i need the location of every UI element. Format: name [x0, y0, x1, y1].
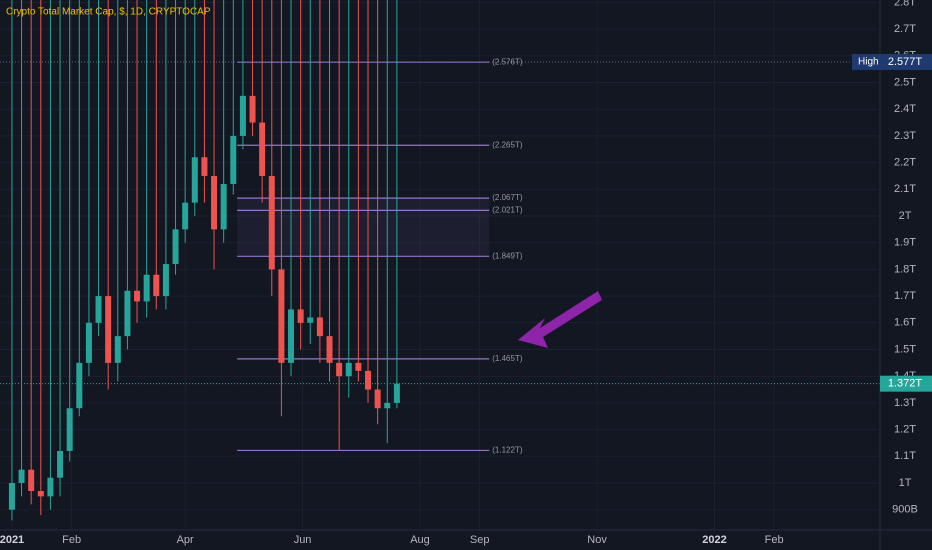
- x-tick-label: Feb: [765, 534, 784, 546]
- candle-body: [57, 450, 64, 478]
- candle-body: [326, 336, 333, 363]
- last-badge: [880, 375, 932, 392]
- x-tick-label: 2021: [0, 534, 24, 546]
- candle-body: [249, 95, 256, 123]
- fib-label: (2.265T): [492, 140, 523, 149]
- fib-label: (2.067T): [492, 193, 523, 202]
- candle-body: [316, 317, 323, 337]
- y-tick-label: 2.4T: [894, 103, 916, 115]
- candle-body: [268, 175, 275, 270]
- candle-body: [47, 477, 54, 497]
- high-badge: [852, 53, 932, 70]
- y-tick-label: 1.2T: [894, 424, 916, 436]
- x-tick-label: Aug: [410, 534, 430, 546]
- candle-body: [278, 269, 285, 363]
- y-tick-label: 2.5T: [894, 76, 916, 88]
- candle-body: [76, 362, 83, 409]
- last-value: 1.372T: [888, 378, 923, 390]
- level-band: [237, 198, 490, 257]
- arrow: [518, 291, 602, 348]
- candle-body: [134, 290, 141, 302]
- candle-body: [336, 362, 343, 377]
- candle-body: [28, 469, 35, 492]
- candle-body: [220, 183, 227, 230]
- candle-body: [345, 362, 352, 377]
- candle-body: [153, 274, 160, 297]
- y-tick-label: 900B: [892, 504, 918, 516]
- candle-body: [201, 157, 208, 176]
- candle-body: [211, 175, 218, 230]
- y-tick-label: 2.7T: [894, 23, 916, 35]
- y-tick-label: 2T: [899, 210, 912, 222]
- candle-body: [297, 309, 304, 323]
- x-tick-label: Jun: [294, 534, 312, 546]
- y-tick-label: 2.1T: [894, 183, 916, 195]
- y-tick-label: 1.7T: [894, 290, 916, 302]
- candle-body: [259, 122, 266, 176]
- y-tick-label: 1.6T: [894, 317, 916, 329]
- candle-body: [191, 157, 198, 203]
- candle-body: [143, 274, 150, 302]
- candle-body: [384, 402, 391, 409]
- candle-body: [288, 309, 295, 363]
- y-tick-label: 1.8T: [894, 263, 916, 275]
- x-tick-label: Nov: [587, 534, 607, 546]
- chart-title: Crypto Total Market Cap, $, 1D, CRYPTOCA…: [6, 7, 211, 18]
- x-tick-label: 2022: [702, 534, 726, 546]
- high-label: High: [858, 57, 879, 68]
- y-tick-label: 1.1T: [894, 450, 916, 462]
- candle-body: [114, 336, 121, 363]
- fib-label: (1.122T): [492, 446, 523, 455]
- x-tick-label: Sep: [470, 534, 490, 546]
- candle-body: [124, 290, 131, 337]
- candle-body: [307, 317, 314, 323]
- candle-body: [172, 229, 179, 265]
- y-tick-label: 1.3T: [894, 397, 916, 409]
- candle-body: [95, 296, 102, 323]
- fib-label: (1.849T): [492, 251, 523, 260]
- candle-body: [239, 95, 246, 136]
- plot: [0, 0, 880, 530]
- candle-body: [66, 408, 73, 451]
- candle-body: [393, 383, 400, 403]
- candle-body: [355, 362, 362, 371]
- y-tick-label: 1T: [899, 477, 912, 489]
- candle-body: [182, 202, 189, 230]
- fib-label: (1.465T): [492, 354, 523, 363]
- candle-body: [8, 483, 15, 510]
- y-tick-label: 2.2T: [894, 157, 916, 169]
- y-tick-label: 2.3T: [894, 130, 916, 142]
- candle-body: [374, 389, 381, 409]
- fib-label: (2.021T): [492, 206, 523, 215]
- y-tick-label: 2.8T: [894, 0, 916, 8]
- x-tick-label: Apr: [177, 534, 194, 546]
- y-tick-label: 1.5T: [894, 343, 916, 355]
- y-tick-label: 1.9T: [894, 237, 916, 249]
- high-value: 2.577T: [888, 56, 923, 68]
- candle-body: [162, 264, 169, 297]
- candle-body: [365, 370, 372, 390]
- candle-body: [105, 296, 112, 363]
- candle-body: [18, 469, 25, 484]
- candle-body: [230, 135, 237, 184]
- fib-label: (2.576T): [492, 57, 523, 66]
- candle-body: [37, 491, 44, 497]
- x-tick-label: Feb: [62, 534, 81, 546]
- candle-body: [85, 322, 92, 363]
